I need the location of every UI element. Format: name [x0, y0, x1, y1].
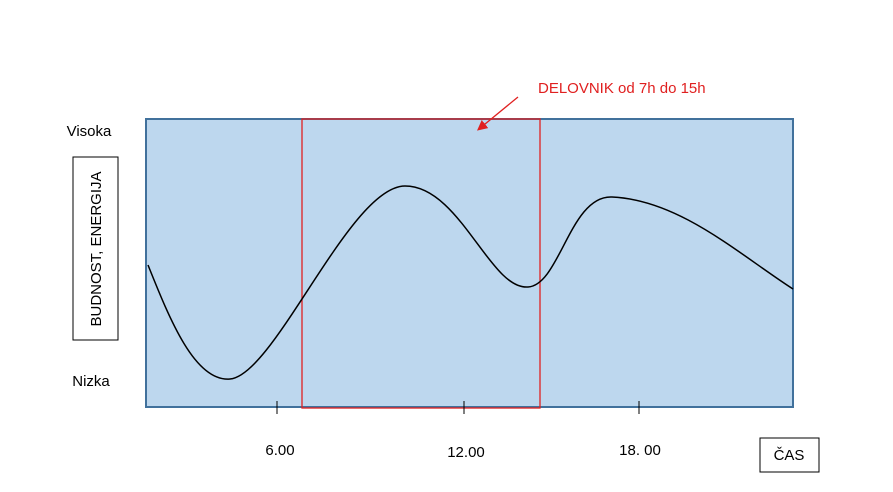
y-axis-label: BUDNOST, ENERGIJA	[88, 171, 105, 326]
low-label: Nizka	[72, 373, 110, 390]
work-hours-box	[301, 118, 541, 409]
work-hours-label: DELOVNIK od 7h do 15h	[538, 80, 706, 97]
x-tick-label: 12.00	[447, 444, 485, 461]
x-axis-label: ČAS	[774, 447, 805, 464]
x-label-box	[759, 437, 820, 473]
x-ticks	[276, 401, 640, 414]
x-tick-label: 6.00	[265, 442, 294, 459]
plot-area	[145, 118, 794, 408]
x-tick-label: 18. 00	[619, 442, 661, 459]
energy-curve	[147, 185, 794, 380]
arrow	[476, 96, 519, 131]
high-label: Visoka	[67, 123, 112, 140]
y-label-box	[72, 156, 119, 341]
